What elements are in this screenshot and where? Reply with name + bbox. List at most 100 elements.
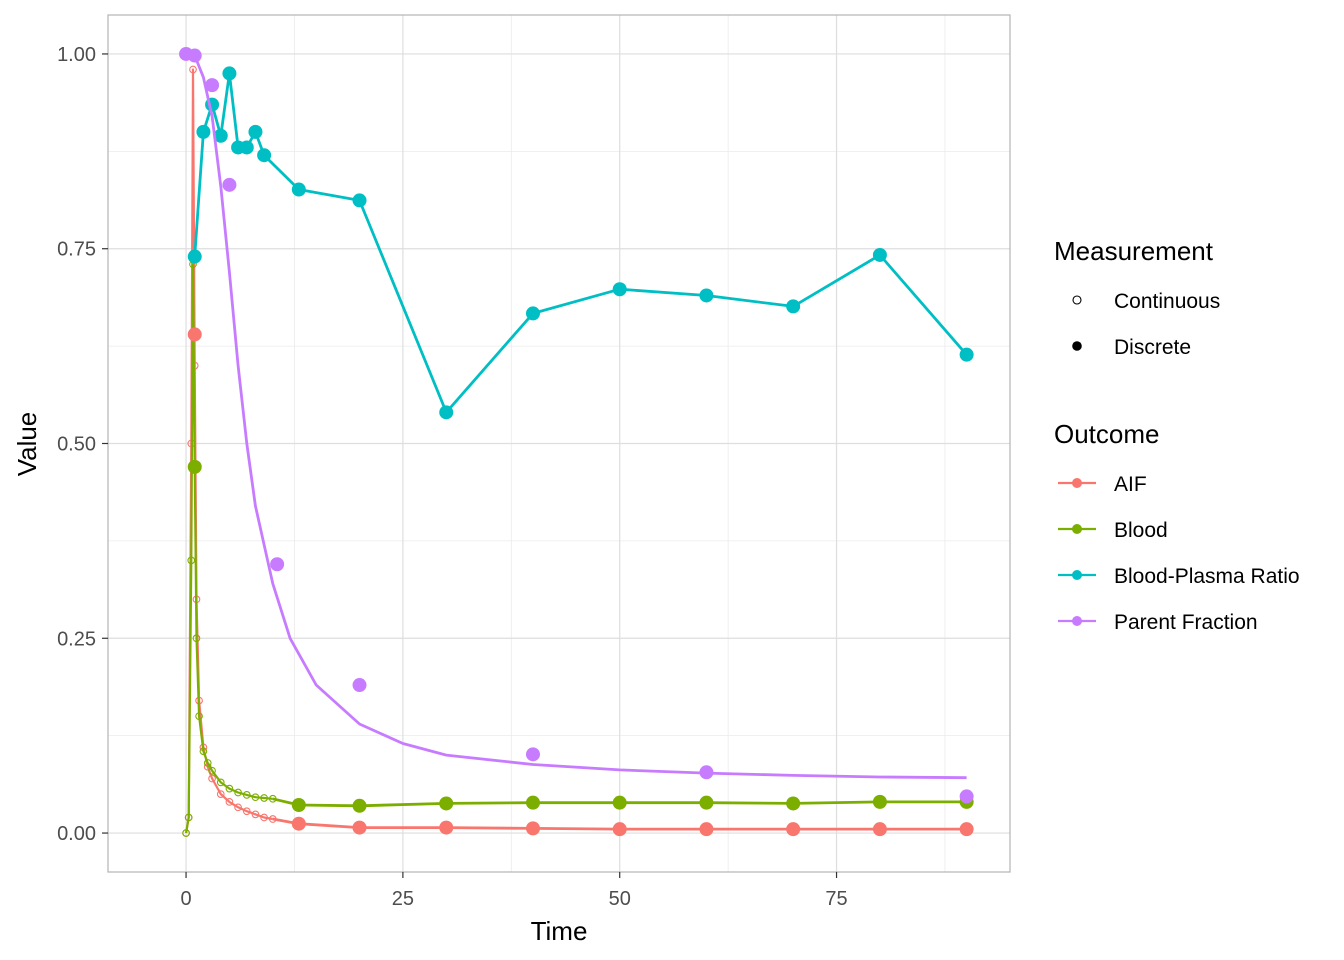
- continuous-point: [195, 712, 203, 721]
- discrete-point: [291, 816, 306, 831]
- y-tick-label: 0.00: [57, 823, 96, 845]
- legend-label: Blood: [1114, 519, 1168, 542]
- y-tick-label: 0.50: [57, 434, 96, 456]
- continuous-line: [185, 263, 273, 834]
- series-parent-fraction: [179, 46, 974, 804]
- discrete-point: [213, 128, 228, 143]
- continuous-point: [199, 747, 208, 756]
- series-line: [272, 817, 967, 831]
- discrete-point: [248, 124, 263, 139]
- continuous-point: [192, 634, 201, 643]
- continuous-point: [260, 813, 268, 822]
- legend-key-point: [1072, 570, 1082, 580]
- legend-key-point: [1072, 478, 1082, 488]
- series-blood: [187, 459, 974, 813]
- grid: [108, 15, 1010, 872]
- discrete-point: [239, 140, 254, 155]
- discrete-point: [439, 405, 454, 420]
- continuous-point: [242, 791, 251, 799]
- discrete-point: [525, 795, 540, 810]
- discrete-point: [352, 798, 367, 813]
- continuous-point: [184, 813, 193, 822]
- legend-key-continuous: [1072, 295, 1082, 305]
- discrete-point: [959, 822, 974, 837]
- continuous-point: [208, 774, 216, 783]
- discrete-point: [786, 299, 801, 314]
- discrete-point: [187, 327, 202, 342]
- continuous-point: [234, 788, 242, 797]
- continuous-point: [189, 65, 197, 74]
- x-tick-label: 50: [609, 888, 631, 910]
- continuous-point: [216, 790, 225, 798]
- legend-label: Parent Fraction: [1114, 611, 1258, 634]
- discrete-point: [187, 48, 202, 63]
- discrete-point: [872, 822, 887, 837]
- series-layer: [179, 46, 974, 837]
- discrete-point: [352, 820, 367, 835]
- legend-label: Blood-Plasma Ratio: [1114, 565, 1300, 588]
- x-tick-label: 0: [180, 888, 191, 910]
- discrete-point: [352, 678, 367, 693]
- continuous-point: [242, 807, 251, 816]
- discrete-point: [699, 765, 714, 780]
- discrete-point: [270, 557, 285, 572]
- legend-key-point: [1072, 616, 1082, 626]
- discrete-point: [291, 797, 306, 812]
- discrete-point: [196, 124, 211, 139]
- series-line: [185, 52, 967, 780]
- y-tick-label: 1.00: [57, 44, 96, 66]
- discrete-point: [612, 822, 627, 837]
- continuous-point: [251, 793, 260, 802]
- continuous-point: [182, 829, 190, 837]
- discrete-point: [699, 795, 714, 810]
- discrete-point: [699, 288, 714, 303]
- continuous-point: [225, 798, 234, 806]
- y-tick-label: 0.75: [57, 239, 96, 261]
- continuous-point: [187, 556, 196, 565]
- series-blood-continuous: [182, 260, 277, 837]
- discrete-point: [525, 306, 540, 321]
- legend-title: Outcome: [1054, 419, 1160, 449]
- y-axis-title: Value: [12, 412, 42, 477]
- x-tick-label: 25: [392, 888, 414, 910]
- legend-title: Measurement: [1054, 236, 1214, 266]
- discrete-point: [872, 794, 887, 809]
- y-tick-label: 0.25: [57, 628, 96, 650]
- discrete-point: [872, 247, 887, 262]
- series-blood-plasma-ratio: [187, 66, 974, 420]
- discrete-point: [959, 347, 974, 362]
- legend-label: Discrete: [1114, 336, 1191, 359]
- continuous-point: [208, 766, 216, 775]
- legend-label: Continuous: [1114, 290, 1220, 313]
- discrete-point: [257, 148, 272, 163]
- legend: Measurement Continuous Discrete Outcome AIF B…: [1054, 236, 1300, 634]
- continuous-point: [225, 784, 234, 793]
- x-ticks: 0 25 50 75: [180, 872, 848, 910]
- discrete-point: [187, 459, 202, 474]
- x-tick-label: 75: [825, 888, 847, 910]
- discrete-point: [222, 66, 237, 81]
- discrete-point: [291, 182, 306, 197]
- discrete-point: [959, 789, 974, 804]
- discrete-point: [525, 747, 540, 762]
- discrete-point: [786, 822, 801, 837]
- legend-label: AIF: [1114, 473, 1147, 496]
- discrete-point: [439, 820, 454, 835]
- discrete-point: [187, 249, 202, 264]
- continuous-point: [251, 810, 260, 819]
- discrete-point: [352, 193, 367, 208]
- continuous-point: [216, 778, 225, 787]
- discrete-point: [612, 282, 627, 297]
- y-ticks: 0.00 0.25 0.50 0.75 1.00: [57, 44, 108, 845]
- discrete-point: [205, 78, 220, 93]
- discrete-point: [525, 821, 540, 836]
- discrete-point: [222, 177, 237, 192]
- discrete-point: [699, 822, 714, 837]
- x-axis-title: Time: [531, 916, 588, 946]
- continuous-point: [203, 759, 212, 767]
- series-aif: [187, 327, 974, 837]
- discrete-point: [786, 796, 801, 811]
- legend-key-discrete: [1072, 341, 1082, 351]
- discrete-point: [439, 796, 454, 811]
